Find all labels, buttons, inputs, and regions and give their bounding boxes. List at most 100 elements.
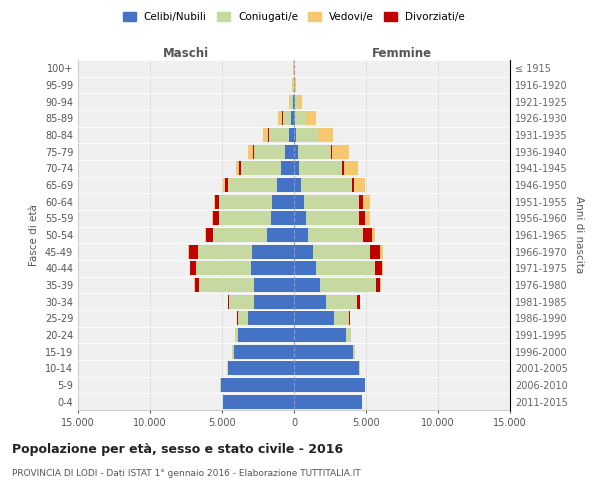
Bar <box>294 311 334 326</box>
Bar <box>294 228 372 242</box>
Legend: Celibi/Nubili, Coniugati/e, Vedovi/e, Divorziati/e: Celibi/Nubili, Coniugati/e, Vedovi/e, Di… <box>119 8 469 26</box>
Bar <box>225 178 294 192</box>
Bar <box>294 112 316 126</box>
Bar <box>271 211 294 226</box>
Bar <box>294 361 359 376</box>
Bar <box>238 311 294 326</box>
Bar <box>294 261 383 276</box>
Bar <box>294 162 342 175</box>
Bar <box>227 361 294 376</box>
Bar <box>220 378 294 392</box>
Bar <box>294 344 355 359</box>
Bar <box>294 228 374 242</box>
Bar <box>227 294 294 308</box>
Bar <box>252 244 294 259</box>
Bar <box>294 162 344 175</box>
Bar <box>294 328 346 342</box>
Bar <box>294 378 365 392</box>
Bar <box>294 344 355 359</box>
Bar <box>221 378 294 392</box>
Bar <box>294 194 304 209</box>
Bar <box>294 328 352 342</box>
Bar <box>294 94 298 109</box>
Bar <box>190 261 294 276</box>
Bar <box>294 144 349 159</box>
Bar <box>290 94 294 109</box>
Bar <box>254 278 294 292</box>
Bar <box>294 128 319 142</box>
Bar <box>194 278 294 292</box>
Text: PROVINCIA DI LODI - Dati ISTAT 1° gennaio 2016 - Elaborazione TUTTITALIA.IT: PROVINCIA DI LODI - Dati ISTAT 1° gennai… <box>12 469 361 478</box>
Bar <box>294 211 370 226</box>
Bar <box>294 94 298 109</box>
Bar <box>199 278 294 292</box>
Bar <box>235 328 294 342</box>
Bar <box>293 94 294 109</box>
Bar <box>294 261 374 276</box>
Bar <box>294 394 362 409</box>
Bar <box>294 144 332 159</box>
Bar <box>294 344 355 359</box>
Bar <box>294 112 295 126</box>
Bar <box>294 144 331 159</box>
Bar <box>292 78 294 92</box>
Bar <box>294 178 301 192</box>
Bar <box>196 261 294 276</box>
Bar <box>214 194 294 209</box>
Bar <box>190 261 294 276</box>
Bar <box>232 344 294 359</box>
Bar <box>223 394 294 409</box>
Bar <box>227 361 294 376</box>
Bar <box>294 278 320 292</box>
Bar <box>235 328 294 342</box>
Bar <box>294 162 358 175</box>
Bar <box>294 194 363 209</box>
Bar <box>294 261 316 276</box>
Bar <box>286 144 294 159</box>
Bar <box>289 94 294 109</box>
Bar <box>266 228 294 242</box>
Bar <box>294 278 376 292</box>
Bar <box>294 178 352 192</box>
Bar <box>294 194 359 209</box>
Bar <box>269 128 294 142</box>
Bar <box>293 78 294 92</box>
Bar <box>294 144 298 159</box>
Bar <box>220 378 294 392</box>
Bar <box>294 244 383 259</box>
Bar <box>294 228 363 242</box>
Bar <box>294 244 370 259</box>
Bar <box>294 211 305 226</box>
Bar <box>254 144 294 159</box>
Bar <box>294 394 362 409</box>
Bar <box>232 344 294 359</box>
Bar <box>237 311 294 326</box>
Bar <box>293 78 294 92</box>
Bar <box>263 128 294 142</box>
Bar <box>292 112 294 126</box>
Bar <box>220 378 294 392</box>
Bar <box>219 194 294 209</box>
Bar <box>294 112 306 126</box>
Bar <box>294 178 365 192</box>
Bar <box>294 394 362 409</box>
Bar <box>283 112 294 126</box>
Text: Popolazione per età, sesso e stato civile - 2016: Popolazione per età, sesso e stato civil… <box>12 442 343 456</box>
Bar <box>272 194 294 209</box>
Bar <box>283 112 294 126</box>
Bar <box>294 211 365 226</box>
Bar <box>237 311 294 326</box>
Bar <box>228 361 294 376</box>
Bar <box>253 144 294 159</box>
Bar <box>215 194 294 209</box>
Bar <box>294 328 352 342</box>
Bar <box>235 328 294 342</box>
Bar <box>294 278 380 292</box>
Bar <box>294 94 295 109</box>
Bar <box>223 394 294 409</box>
Bar <box>294 244 313 259</box>
Y-axis label: Anni di nascita: Anni di nascita <box>574 196 584 274</box>
Bar <box>294 294 358 308</box>
Text: Femmine: Femmine <box>372 47 432 60</box>
Bar <box>219 211 294 226</box>
